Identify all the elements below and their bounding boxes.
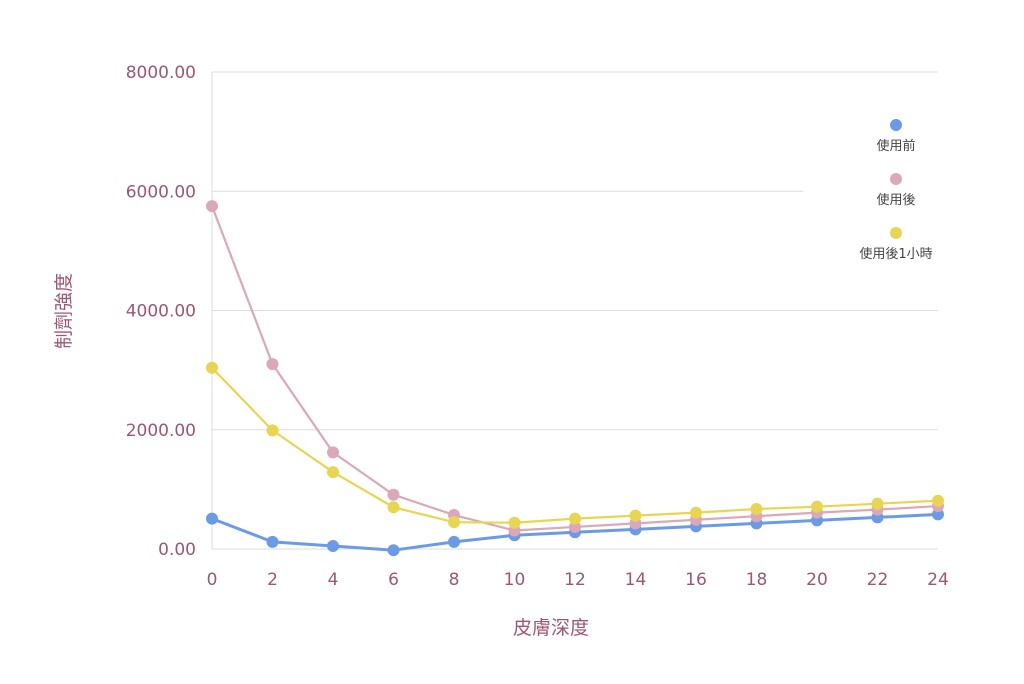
data-point xyxy=(327,466,339,479)
data-point xyxy=(629,509,642,522)
x-tick-label: 8 xyxy=(449,570,460,590)
y-tick-label: 8000.00 xyxy=(126,63,196,83)
x-tick-label: 2 xyxy=(267,570,278,590)
x-tick-label: 10 xyxy=(504,570,526,590)
x-tick-label: 12 xyxy=(564,570,586,590)
data-point xyxy=(932,494,944,507)
data-point xyxy=(569,512,581,525)
data-point xyxy=(508,516,521,529)
data-point xyxy=(569,520,581,533)
legend-label: 使用後 xyxy=(876,192,915,208)
data-point xyxy=(871,497,884,510)
legend-item: 使用後1小時 xyxy=(859,227,933,262)
data-point xyxy=(206,361,218,374)
data-point xyxy=(387,544,400,557)
data-point xyxy=(266,535,279,548)
legend-marker xyxy=(890,227,902,239)
legend-marker xyxy=(890,119,902,131)
series-layer xyxy=(206,200,944,557)
data-point xyxy=(266,358,279,371)
x-tick-label: 24 xyxy=(927,570,949,590)
data-point xyxy=(327,540,339,553)
legend-marker xyxy=(890,173,902,185)
data-point xyxy=(750,503,763,516)
data-point xyxy=(448,535,460,548)
data-point xyxy=(448,516,460,529)
x-tick-label: 16 xyxy=(685,570,707,590)
x-tick-label: 4 xyxy=(328,570,339,590)
x-tick-label: 22 xyxy=(867,570,889,590)
x-axis-ticks: 0 2 4 6 8 10 12 14 16 18 20 22 24 xyxy=(207,570,949,590)
series-1 xyxy=(206,200,944,537)
data-point xyxy=(266,424,279,437)
y-axis-label: 制劑強度 xyxy=(53,273,75,349)
x-tick-label: 6 xyxy=(388,570,399,590)
x-tick-label: 20 xyxy=(806,570,828,590)
data-point xyxy=(387,501,400,514)
y-tick-label: 6000.00 xyxy=(126,182,196,202)
y-tick-label: 0.00 xyxy=(158,540,196,560)
y-axis-ticks: 0.00 2000.00 4000.00 6000.00 8000.00 xyxy=(126,63,196,560)
data-point xyxy=(387,488,400,501)
data-point xyxy=(690,506,702,519)
data-point xyxy=(811,500,823,513)
data-point xyxy=(206,200,218,213)
legend-label: 使用前 xyxy=(876,138,915,154)
y-tick-label: 2000.00 xyxy=(126,421,196,441)
data-point xyxy=(206,512,218,525)
series-line xyxy=(210,205,939,532)
x-tick-label: 14 xyxy=(625,570,647,590)
data-point xyxy=(932,508,944,521)
x-tick-label: 18 xyxy=(746,570,768,590)
x-axis-label: 皮膚深度 xyxy=(513,617,589,639)
data-point xyxy=(327,446,339,459)
gridlines xyxy=(211,71,938,550)
y-tick-label: 4000.00 xyxy=(126,302,196,322)
series-2 xyxy=(206,361,944,529)
legend-label: 使用後1小時 xyxy=(859,246,932,262)
legend-item: 使用後 xyxy=(876,173,916,208)
series-line xyxy=(211,366,939,524)
x-tick-label: 0 xyxy=(207,570,218,590)
legend-item: 使用前 xyxy=(876,119,916,154)
